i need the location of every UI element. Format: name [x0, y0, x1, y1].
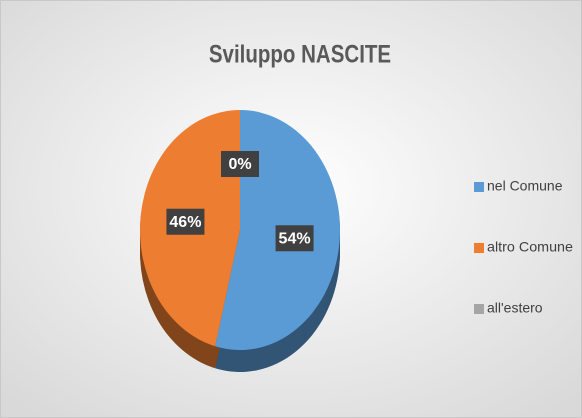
data-label-box	[221, 151, 259, 177]
data-label: 46%	[169, 214, 201, 231]
legend-label: altro Comune	[487, 239, 573, 255]
legend-swatch	[474, 304, 484, 314]
data-label-box	[166, 208, 205, 235]
legend-label: nel Comune	[487, 178, 563, 194]
data-label-box	[275, 225, 314, 252]
chart-title: Sviluppo NASCITE	[209, 40, 391, 68]
legend-swatch	[474, 243, 484, 253]
data-label: 0%	[228, 156, 251, 173]
legend-label: all'estero	[487, 300, 543, 316]
legend-swatch	[474, 182, 484, 192]
data-label: 54%	[279, 230, 311, 247]
